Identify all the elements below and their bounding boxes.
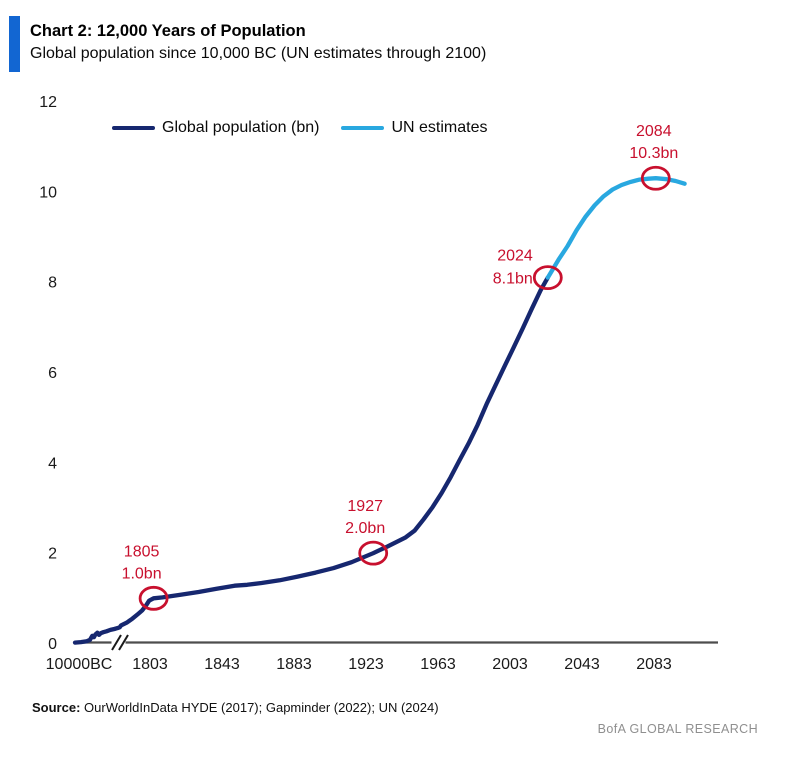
annotation-value: 2.0bn [345, 520, 385, 537]
annotation-year: 2024 [497, 248, 533, 265]
x-tick-label: 10000BC [46, 656, 113, 673]
source-line: Source: OurWorldInData HYDE (2017); Gapm… [32, 700, 439, 715]
legend-swatch-navy [112, 125, 155, 131]
legend-item-un-estimates: UN estimates [341, 119, 487, 137]
chart-title: Chart 2: 12,000 Years of Population [30, 22, 306, 40]
y-tick-label: 12 [39, 94, 57, 111]
axis-break-slash [118, 634, 129, 651]
title-accent-bar [9, 16, 20, 72]
x-tick-label: 2003 [492, 656, 528, 673]
x-tick-label: 1963 [420, 656, 456, 673]
legend-item-global-population: Global population (bn) [112, 119, 319, 137]
annotation-year: 1927 [347, 498, 383, 515]
y-tick-label: 10 [39, 184, 57, 201]
annotation-year: 1805 [124, 543, 160, 560]
legend: Global population (bn) UN estimates [112, 119, 487, 137]
axis-break-slash [111, 634, 122, 651]
y-tick-label: 2 [48, 546, 57, 563]
x-tick-label: 2043 [564, 656, 600, 673]
annotation-value: 1.0bn [122, 565, 162, 582]
x-tick-label: 1883 [276, 656, 312, 673]
brand-text: BofA GLOBAL RESEARCH [597, 722, 758, 736]
x-tick-label: 1843 [204, 656, 240, 673]
x-tick-label: 1803 [132, 656, 168, 673]
x-tick-label: 2083 [636, 656, 672, 673]
x-tick-label: 1923 [348, 656, 384, 673]
y-tick-label: 8 [48, 275, 57, 292]
legend-swatch-cyan [341, 125, 385, 131]
annotation-circle [138, 585, 169, 611]
legend-label-global-population: Global population (bn) [162, 119, 320, 136]
source-label: Source: [32, 700, 81, 715]
axis-break-gap [111, 637, 126, 648]
un-estimates-line [545, 176, 687, 280]
chart-subtitle: Global population since 10,000 BC (UN es… [30, 45, 487, 62]
source-text: OurWorldInData HYDE (2017); Gapminder (2… [80, 700, 439, 715]
annotation-value: 10.3bn [629, 145, 678, 162]
y-tick-label: 6 [48, 365, 57, 382]
legend-label-un-estimates: UN estimates [391, 119, 488, 136]
y-tick-label: 0 [48, 636, 57, 653]
annotation-value: 8.1bn [493, 271, 533, 288]
annotation-circle [532, 265, 563, 291]
annotation-year: 2084 [636, 123, 672, 140]
annotation-circle [358, 540, 389, 566]
annotation-circle [640, 165, 671, 191]
y-tick-label: 4 [48, 455, 57, 472]
global-population-line [72, 275, 550, 645]
